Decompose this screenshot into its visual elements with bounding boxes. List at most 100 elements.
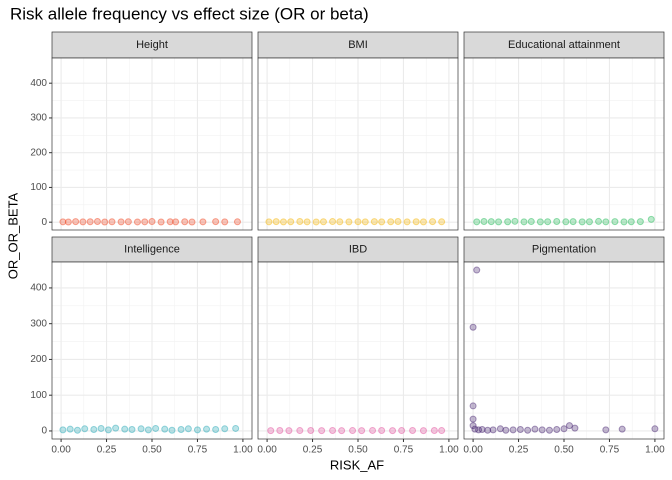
point (279, 218, 287, 226)
point (303, 218, 311, 226)
point (478, 426, 486, 434)
x-axis-title: RISK_AF (330, 457, 384, 472)
point (620, 218, 628, 226)
strip (257, 236, 459, 263)
strip (463, 236, 665, 263)
point (569, 218, 577, 226)
point (524, 426, 532, 434)
x-tick-label: 0.25 (509, 445, 529, 456)
point (618, 425, 626, 433)
point (354, 218, 362, 226)
point (349, 427, 357, 435)
point (369, 426, 377, 434)
point (469, 422, 477, 430)
panel-border (51, 57, 253, 231)
point (148, 218, 156, 226)
point (212, 426, 220, 434)
point (647, 215, 655, 223)
x-tick-label: 0.25 (303, 445, 323, 456)
y-tick-label: 300 (30, 113, 47, 124)
point (378, 427, 386, 435)
point (312, 218, 320, 226)
y-tick-label: 100 (30, 390, 47, 401)
point (73, 426, 81, 434)
y-tick-label: 0 (41, 426, 47, 437)
point (473, 266, 481, 274)
point (398, 427, 406, 435)
point (489, 426, 497, 434)
point (233, 218, 241, 226)
chart-title: Risk allele frequency vs effect size (OR… (10, 4, 369, 23)
point (471, 425, 479, 433)
x-tick-label: 0.25 (97, 445, 117, 456)
point (636, 218, 644, 226)
point (336, 218, 344, 226)
strip-text: IBD (349, 243, 367, 255)
point (276, 427, 284, 435)
x-tick-label: 0.00 (257, 445, 277, 456)
point (520, 218, 528, 226)
point (361, 218, 369, 226)
point (504, 218, 512, 226)
point (97, 424, 105, 432)
point (419, 218, 427, 226)
x-tick-label: 0.50 (142, 445, 162, 456)
point (409, 426, 417, 434)
point (265, 218, 273, 226)
point (430, 427, 438, 435)
point (358, 427, 366, 435)
point (412, 218, 420, 226)
point (438, 218, 446, 226)
point (531, 425, 539, 433)
point (307, 426, 315, 434)
point (585, 218, 593, 226)
point (133, 218, 141, 226)
point (571, 424, 579, 432)
x-tick-label: 0.00 (51, 445, 71, 456)
point (496, 425, 504, 433)
point (553, 426, 561, 434)
point (144, 426, 152, 434)
y-tick-label: 400 (30, 78, 47, 89)
point (475, 426, 483, 434)
point (545, 426, 553, 434)
point (509, 426, 517, 434)
point (469, 402, 477, 410)
y-tick-label: 0 (41, 217, 47, 228)
x-tick-label: 0.50 (554, 445, 574, 456)
point (59, 426, 67, 434)
point (128, 426, 136, 434)
point (181, 218, 189, 226)
point (108, 218, 116, 226)
x-tick-label: 1.00 (233, 445, 253, 456)
y-tick-label: 100 (30, 182, 47, 193)
point (319, 218, 327, 226)
strip (51, 31, 253, 59)
point (124, 218, 132, 226)
point (93, 217, 101, 225)
point (188, 218, 196, 226)
point (627, 218, 635, 226)
point (345, 218, 353, 226)
strip-text: Height (136, 39, 168, 51)
strip-text: Intelligence (124, 243, 180, 255)
point (469, 323, 477, 331)
y-axis-title: OR_OR_BETA (5, 192, 20, 279)
point (595, 217, 603, 225)
point (329, 427, 337, 435)
point (296, 427, 304, 435)
panel-border (257, 57, 459, 231)
point (387, 218, 395, 226)
point (389, 427, 397, 435)
strip-text: Educational attainment (508, 39, 620, 51)
point (403, 218, 411, 226)
point (117, 218, 125, 226)
point (602, 426, 610, 434)
panel-border (463, 57, 665, 231)
point (438, 427, 446, 435)
point (121, 425, 129, 433)
point (203, 425, 211, 433)
point (267, 427, 275, 435)
point (193, 426, 201, 434)
point (90, 426, 98, 434)
